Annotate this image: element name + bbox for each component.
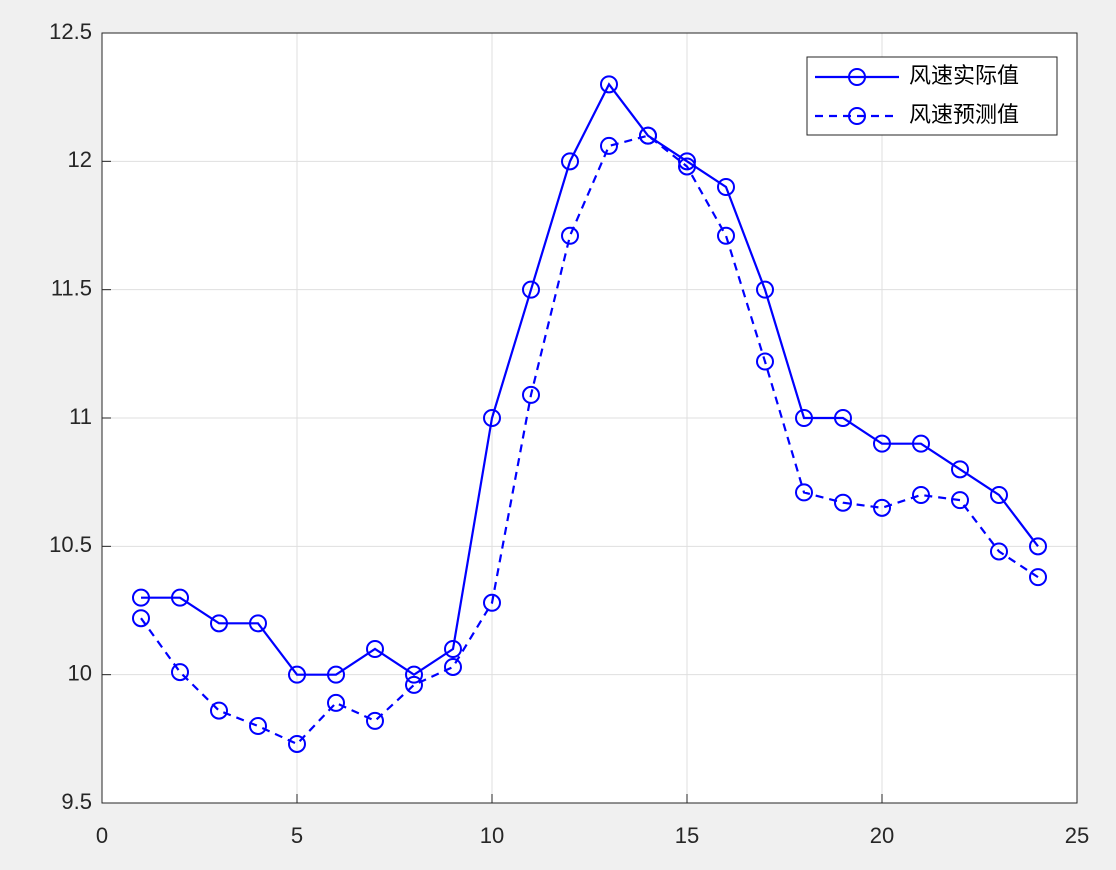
data-point	[210, 701, 228, 720]
data-point	[1029, 537, 1047, 556]
data-point	[483, 593, 501, 612]
legend-box	[806, 56, 1058, 136]
x-tick-label: 5	[291, 823, 303, 848]
data-point	[522, 385, 540, 404]
data-point	[990, 486, 1008, 504]
data-point	[210, 614, 228, 633]
y-tick-label: 11	[69, 404, 92, 429]
data-point	[327, 665, 345, 684]
data-point	[951, 491, 969, 510]
data-point	[483, 409, 501, 427]
data-point	[1029, 568, 1047, 587]
data-point	[600, 75, 618, 94]
data-point	[717, 178, 735, 196]
data-point	[288, 734, 306, 753]
data-point	[249, 614, 267, 633]
y-tick-label: 12	[68, 147, 92, 172]
data-point	[717, 226, 735, 245]
data-point	[327, 693, 345, 712]
data-point	[795, 483, 813, 502]
data-point	[834, 409, 852, 427]
data-point	[405, 675, 423, 694]
data-point	[444, 640, 462, 658]
data-point	[366, 640, 384, 658]
data-point	[756, 280, 774, 299]
y-tick-label: 10.5	[49, 532, 92, 557]
legend-marker	[848, 68, 866, 86]
y-tick-label: 12.5	[49, 19, 92, 44]
x-tick-label: 10	[480, 823, 504, 848]
x-tick-label: 15	[675, 823, 699, 848]
data-point	[132, 588, 150, 607]
x-tick-label: 0	[96, 823, 108, 848]
data-point	[444, 657, 462, 676]
data-point	[873, 434, 891, 453]
data-point	[522, 280, 540, 299]
data-point	[912, 434, 930, 453]
series-line	[141, 82, 1039, 676]
data-point	[639, 126, 657, 145]
data-point	[678, 157, 696, 176]
data-point	[873, 498, 891, 517]
axes-box	[101, 32, 1078, 804]
data-point	[678, 152, 696, 171]
data-point	[951, 460, 969, 479]
data-point	[171, 588, 189, 607]
data-point	[561, 152, 579, 171]
legend-marker	[848, 107, 866, 125]
data-point	[600, 136, 618, 155]
x-tick-label: 25	[1065, 823, 1089, 848]
data-point	[561, 226, 579, 245]
data-point	[288, 665, 306, 684]
data-point	[756, 352, 774, 371]
x-tick-label: 20	[870, 823, 894, 848]
legend-label: 风速实际值	[909, 63, 1019, 88]
data-point	[171, 663, 189, 682]
data-point	[990, 542, 1008, 561]
data-point	[834, 493, 852, 512]
y-tick-label: 10	[68, 660, 92, 685]
data-point	[405, 665, 423, 684]
data-point	[132, 609, 150, 628]
y-tick-label: 11.5	[51, 275, 92, 300]
data-point	[795, 409, 813, 427]
legend-label: 风速预测值	[909, 102, 1019, 127]
data-point	[366, 711, 384, 730]
data-point	[912, 486, 930, 504]
data-point	[249, 717, 267, 735]
y-tick-label: 9.5	[61, 789, 92, 814]
